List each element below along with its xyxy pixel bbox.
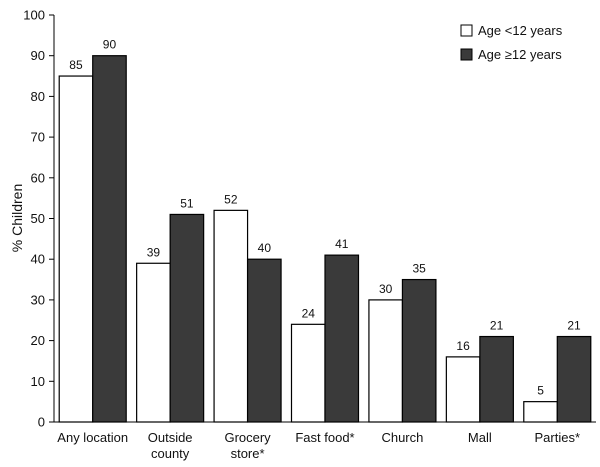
bar-over-12	[246, 258, 282, 423]
data-label: 52	[224, 192, 238, 206]
bar-under-12	[58, 75, 94, 423]
bar-under-12	[290, 323, 326, 423]
bar-over-12	[169, 213, 205, 423]
x-tick-label: Outside	[148, 430, 193, 445]
y-tick-label: 80	[31, 89, 45, 104]
x-tick-label: Parties*	[535, 430, 581, 445]
data-label: 51	[180, 196, 194, 210]
y-tick-label: 50	[31, 211, 45, 226]
data-label: 5	[537, 384, 544, 398]
bar-under-12	[136, 262, 171, 423]
y-tick-label: 10	[31, 374, 45, 389]
bar-over-12	[324, 254, 360, 423]
y-axis-ticks: 0 10 20 30 40 50 60 70 80 90 100	[23, 8, 54, 430]
data-label: 90	[103, 38, 117, 52]
legend-swatch	[460, 48, 473, 61]
x-tick-label: Fast food*	[295, 430, 354, 445]
y-tick-label: 70	[31, 130, 45, 145]
data-label: 35	[412, 262, 426, 276]
y-tick-label: 100	[23, 8, 45, 23]
data-label: 39	[147, 245, 161, 259]
legend-label: Age ≥12 years	[478, 47, 562, 62]
y-tick-label: 60	[31, 170, 45, 185]
data-label: 40	[258, 241, 272, 255]
bar-over-12	[92, 55, 127, 423]
x-tick-label: county	[151, 446, 190, 461]
bar-over-12	[556, 335, 592, 423]
bar-under-12	[523, 401, 558, 423]
data-label: 16	[456, 339, 470, 353]
y-tick-label: 90	[31, 48, 45, 63]
data-labels: 85 90 39 51 52 40 24 41 30 35 16 21 5 21	[69, 38, 581, 398]
data-label: 85	[69, 58, 83, 72]
bar-under-12	[213, 209, 249, 423]
data-label: 41	[335, 237, 349, 251]
data-label: 30	[379, 282, 393, 296]
data-label: 21	[490, 319, 504, 333]
bar-over-12	[479, 335, 514, 423]
bar-over-12	[401, 278, 437, 423]
bar-under-12	[368, 299, 404, 423]
y-tick-label: 20	[31, 333, 45, 348]
x-tick-label: Mall	[468, 430, 492, 445]
y-tick-label: 30	[31, 292, 45, 307]
x-tick-label: Grocery	[224, 430, 271, 445]
x-tick-label: store*	[231, 446, 265, 461]
bars	[58, 55, 592, 423]
y-tick-label: 40	[31, 252, 45, 267]
legend: Age <12 years Age ≥12 years	[460, 23, 563, 62]
legend-swatch	[460, 24, 473, 37]
legend-label: Age <12 years	[478, 23, 563, 38]
data-label: 21	[567, 319, 581, 333]
y-axis-title: % Children	[9, 184, 25, 252]
bar-under-12	[445, 356, 481, 423]
x-tick-label: Church	[381, 430, 423, 445]
y-tick-label: 0	[38, 415, 45, 430]
data-label: 24	[302, 306, 316, 320]
x-tick-label: Any location	[57, 430, 128, 445]
